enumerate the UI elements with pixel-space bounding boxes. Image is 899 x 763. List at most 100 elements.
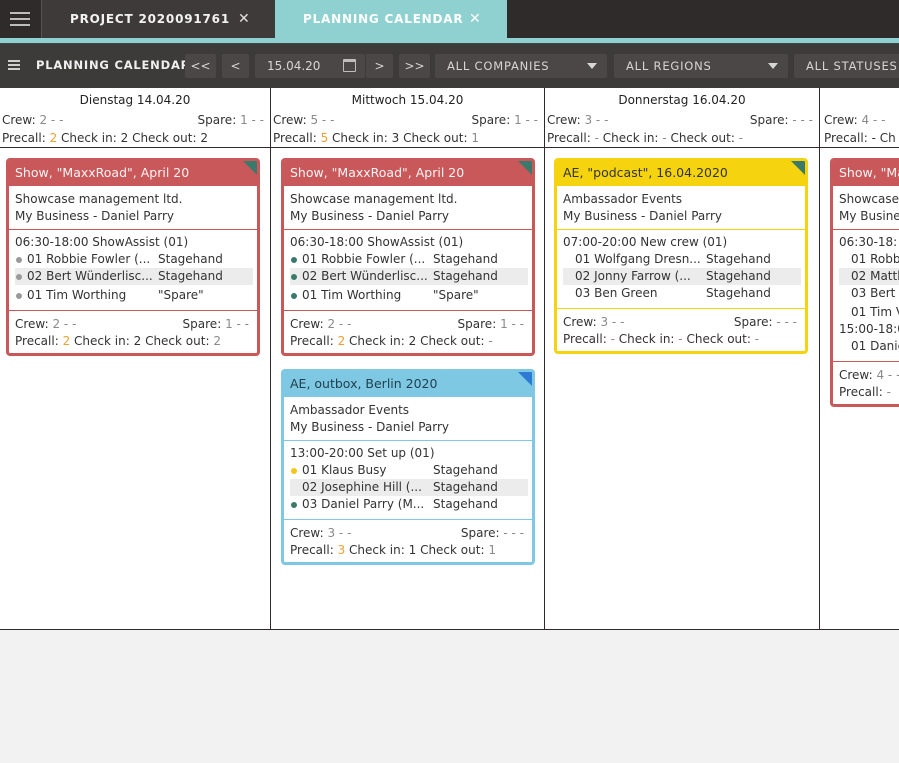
crew-member[interactable]: 03 Daniel Parry (M... Stagehand: [290, 496, 528, 513]
event-card-title: AE, "podcast", 16.04.2020: [557, 161, 805, 186]
crew-member[interactable]: 01 Tim Worthing "Spare": [290, 287, 528, 304]
event-title: AE, "podcast", 16.04.2020: [563, 165, 728, 180]
crew-member[interactable]: 02 Matth: [839, 268, 899, 285]
last-page-button[interactable]: >>: [399, 54, 430, 78]
crew-name: 01 Tim Worthing: [27, 288, 127, 302]
date-field[interactable]: 15.04.20: [255, 54, 365, 78]
crew-member[interactable]: 02 Jonny Farrow (... Stagehand: [563, 268, 801, 285]
regions-select[interactable]: ALL REGIONS: [614, 54, 788, 78]
chevron-down-icon: [587, 63, 597, 69]
close-icon[interactable]: ✕: [238, 11, 251, 27]
crew-role: Stagehand: [158, 269, 223, 283]
crew-member[interactable]: 01 Tim V: [839, 304, 899, 321]
toolbar-menu-button[interactable]: [6, 58, 22, 72]
toolbar: PLANNING CALENDAR << < 15.04.20 > >> ALL…: [0, 43, 899, 88]
crew-member[interactable]: 02 Bert Wünderlisc... Stagehand: [290, 268, 528, 285]
crew-name: 01 Klaus Busy: [302, 463, 387, 477]
crew-member[interactable]: 01 Danie: [839, 338, 899, 355]
companies-select[interactable]: ALL COMPANIES: [435, 54, 607, 78]
precall-label: Precall:: [839, 385, 883, 399]
crew-member[interactable]: 01 Wolfgang Dresn... Stagehand: [563, 251, 801, 268]
crew-label: Crew:: [563, 315, 597, 329]
calendar-icon[interactable]: [343, 59, 356, 72]
crew-value: 4 - -: [876, 368, 899, 382]
previous-button[interactable]: <: [222, 54, 249, 78]
day-checkin-summary: Precall: 5 Check in: 3 Check out: 1: [273, 131, 538, 145]
crew-member[interactable]: 03 Ben Green Stagehand: [563, 285, 801, 302]
status-dot-icon: [291, 274, 297, 280]
crew-value: 3 - -: [327, 526, 352, 540]
checkin-value: 3: [391, 131, 400, 145]
crew-label: Crew:: [547, 113, 581, 127]
day-date: Mittwoch 15.04.20: [351, 93, 464, 107]
crew-role: Stagehand: [158, 252, 223, 266]
first-page-button[interactable]: <<: [185, 54, 216, 78]
tab-project[interactable]: PROJECT 2020091761 ✕: [41, 0, 275, 38]
day-checkin-summary: Precall: - Ch: [824, 131, 899, 145]
status-dot-icon: [291, 257, 297, 263]
companies-select-value: ALL COMPANIES: [447, 59, 550, 73]
tab-bar: PROJECT 2020091761 ✕ PLANNING CALENDAR ✕: [0, 0, 899, 43]
status-dot-icon: [16, 274, 22, 280]
statuses-select-value: ALL STATUSES: [806, 59, 898, 73]
checkout-value: -: [754, 332, 760, 346]
crew-value: 2 - -: [39, 113, 64, 127]
statuses-select[interactable]: ALL STATUSES: [794, 54, 899, 78]
crew-member[interactable]: 01 Robbie Fowler (... Stagehand: [15, 251, 253, 268]
date-value: 15.04.20: [267, 59, 321, 73]
crew-name: 02 Bert Wünderlisc...: [27, 269, 153, 283]
day-checkin-summary: Precall: - Check in: - Check out: -: [547, 131, 813, 145]
event-summary: Crew: 4 - - Precall: -: [833, 362, 899, 404]
event-company: Showcase: [839, 192, 899, 206]
crew-member[interactable]: 01 Klaus Busy Stagehand: [290, 462, 528, 479]
event-crew-list: 13:00-20:00 Set up (01) 01 Klaus Busy Sta…: [284, 441, 532, 520]
event-card[interactable]: AE, outbox, Berlin 2020 Ambassador Event…: [281, 369, 535, 565]
crew-name: 01 Danie: [851, 339, 899, 353]
shift-line: 07:00-20:00 New crew (01): [563, 235, 728, 249]
day-column: Crew: 4 - - Precall: - Ch Show, "Ma Show…: [820, 88, 899, 629]
day-column: Mittwoch 15.04.20 Crew: 5 - - Spare: 1 -…: [271, 88, 544, 629]
crew-value: 5 - -: [310, 113, 335, 127]
crew-member[interactable]: 01 Robb: [839, 251, 899, 268]
shift-line: 06:30-18:: [839, 235, 898, 249]
checkin-label: Check in:: [332, 131, 388, 145]
event-card[interactable]: Show, "MaxxRoad", April 20 Showcase mana…: [6, 158, 260, 356]
precall-value: -: [594, 131, 599, 145]
checkout-value: -: [488, 334, 493, 348]
event-card-title: Show, "MaxxRoad", April 20: [9, 161, 257, 186]
spare-value: - - -: [503, 526, 524, 540]
crew-member[interactable]: 02 Bert Wünderlisc... Stagehand: [15, 268, 253, 285]
crew-member[interactable]: 02 Josephine Hill (... Stagehand: [290, 479, 528, 496]
main-menu-button[interactable]: [0, 0, 40, 38]
status-corner-icon: [791, 161, 805, 175]
next-button[interactable]: >: [366, 54, 393, 78]
status-dot-icon: [16, 293, 22, 299]
hamburger-icon: [10, 12, 30, 26]
event-card[interactable]: Show, "MaxxRoad", April 20 Showcase mana…: [281, 158, 535, 356]
day-header: Mittwoch 15.04.20 Crew: 5 - - Spare: 1 -…: [271, 88, 544, 148]
crew-label: Crew:: [290, 317, 324, 331]
shift-line: 06:30-18:00 ShowAssist (01): [15, 235, 189, 249]
crew-value: 2 - -: [52, 317, 77, 331]
column-divider: [270, 88, 271, 629]
event-client: Ambassador Events My Business - Daniel P…: [557, 186, 805, 230]
status-dot-icon: [291, 468, 297, 474]
event-card[interactable]: Show, "Ma Showcase My Busine 06:30-18: 0…: [830, 158, 899, 407]
active-tab-underline: [0, 38, 899, 43]
crew-label: Crew:: [15, 317, 49, 331]
shift-line: 06:30-18:00 ShowAssist (01): [290, 235, 464, 249]
close-icon[interactable]: ✕: [469, 11, 482, 27]
tab-planning-calendar[interactable]: PLANNING CALENDAR ✕: [275, 0, 507, 38]
crew-member[interactable]: 03 Bert: [839, 285, 899, 302]
crew-member[interactable]: 01 Tim Worthing "Spare": [15, 287, 253, 304]
precall-value: -: [886, 385, 891, 399]
checkin-value: 2: [120, 131, 129, 145]
checkin-value: 2: [133, 334, 142, 348]
day-header: Donnerstag 16.04.20 Crew: 3 - - Spare: -…: [545, 88, 819, 148]
event-card[interactable]: AE, "podcast", 16.04.2020 Ambassador Eve…: [554, 158, 808, 354]
regions-select-value: ALL REGIONS: [626, 59, 712, 73]
crew-name: 02 Jonny Farrow (...: [575, 269, 691, 283]
event-owner: My Business - Daniel Parry: [563, 209, 723, 223]
crew-member[interactable]: 01 Robbie Fowler (... Stagehand: [290, 251, 528, 268]
checkout-value: -: [738, 131, 744, 145]
